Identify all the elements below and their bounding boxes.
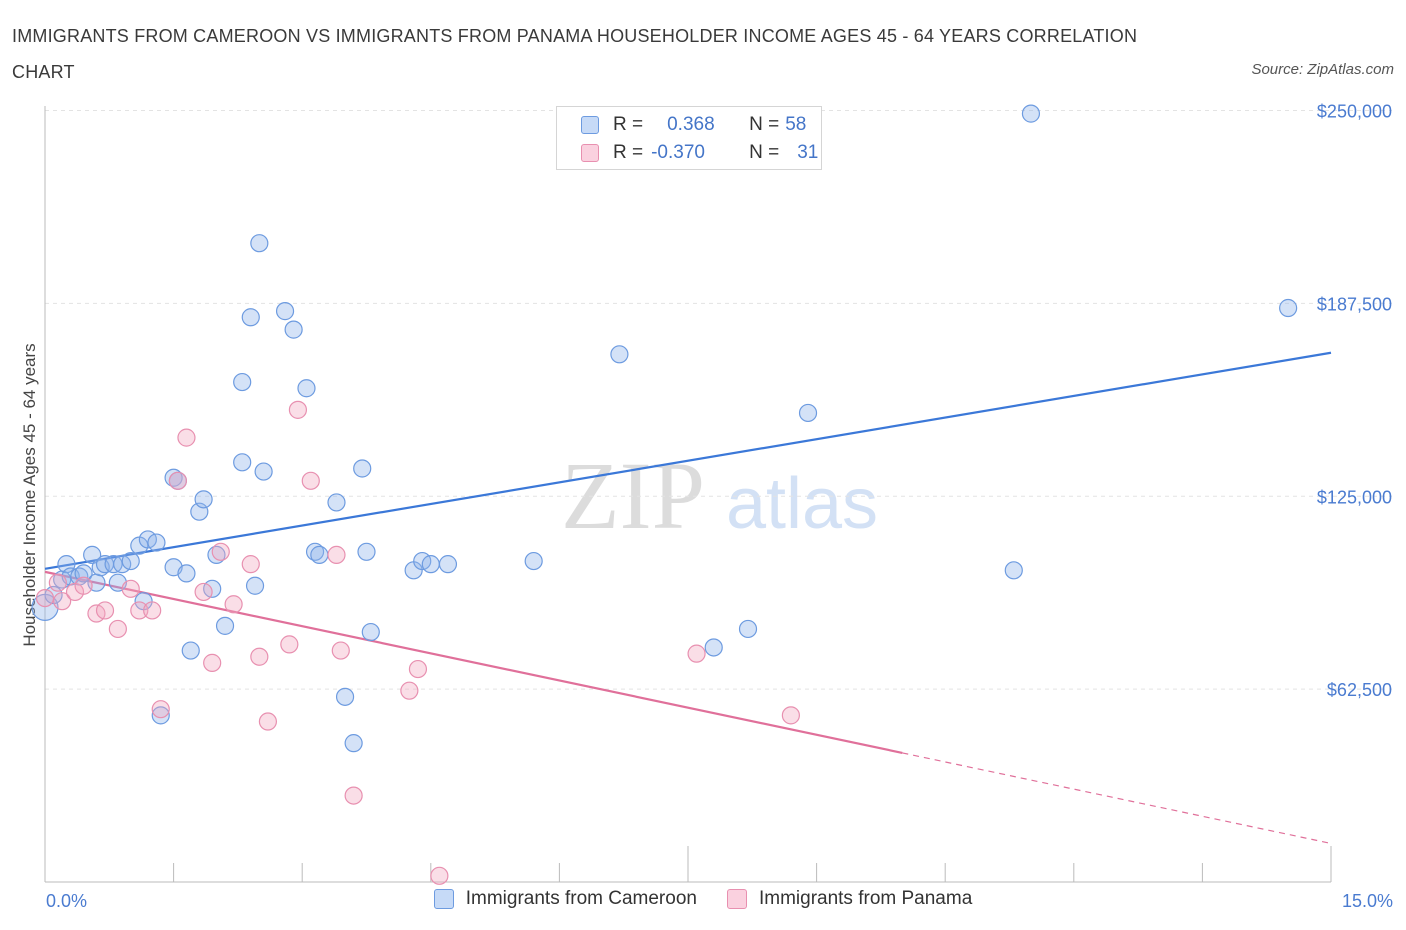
cameroon-point: [310, 545, 329, 564]
panama-point: [301, 471, 320, 490]
panama-point: [241, 555, 260, 574]
y-tick-label: $62,500: [1327, 680, 1392, 700]
cameroon-point: [704, 638, 723, 657]
stats-row-panama: R = -0.370 N = 31: [581, 139, 818, 167]
cameroon-point: [421, 555, 440, 574]
panama-trend-line: [44, 570, 903, 754]
r-label: R =: [613, 114, 644, 135]
n-label: N =: [749, 142, 780, 163]
cameroon-point: [233, 372, 252, 392]
legend-label-panama: Immigrants from Panama: [758, 888, 973, 909]
r-label: R =: [613, 142, 644, 163]
panama-legend-swatch: [726, 889, 747, 909]
watermark-atlas: atlas: [726, 464, 878, 544]
cameroon-point: [275, 302, 295, 321]
n-value: 31: [797, 142, 819, 163]
n-value: 58: [785, 114, 807, 135]
cameroon-point: [524, 551, 543, 571]
r-value: 0.368: [667, 114, 715, 135]
panama-point: [258, 712, 278, 731]
cameroon-point: [335, 687, 355, 706]
stats-box: R = 0.368 N = 58 R = -0.370 N = 31: [556, 106, 822, 170]
cameroon-point: [1004, 561, 1023, 580]
panama-point: [35, 588, 55, 608]
y-tick-label: $250,000: [1317, 102, 1392, 122]
panama-point: [344, 786, 363, 805]
panama-point: [108, 619, 127, 639]
cameroon-point: [254, 462, 273, 481]
panama-point: [250, 647, 269, 666]
cameroon-point: [177, 564, 196, 583]
cameroon-point: [610, 345, 629, 364]
panama-point: [288, 400, 308, 419]
cameroon-point: [353, 459, 372, 478]
cameroon-trend-line: [44, 351, 1332, 570]
cameroon-point: [361, 622, 380, 642]
cameroon-point: [344, 734, 363, 753]
n-label: N =: [749, 114, 780, 135]
panama-point: [203, 653, 222, 672]
x-tick-label-max: 15.0%: [1341, 891, 1393, 911]
panama-point: [400, 681, 419, 700]
cameroon-point: [121, 551, 140, 571]
panama-point: [781, 706, 800, 725]
legend-item-cameroon[interactable]: Immigrants from Cameroon: [433, 888, 697, 910]
cameroon-point: [245, 576, 265, 595]
y-tick-label: $125,000: [1317, 487, 1392, 507]
panama-point: [280, 635, 299, 654]
cameroon-point: [357, 542, 376, 561]
panama-point: [151, 700, 170, 719]
chart-source: Source: ZipAtlas.com: [1251, 61, 1394, 78]
cameroon-point: [738, 619, 758, 639]
cameroon-point: [297, 379, 316, 398]
panama-point: [194, 582, 213, 602]
cameroon-point: [250, 234, 269, 253]
cameroon-point: [215, 616, 235, 635]
panama-swatch: [581, 144, 599, 162]
panama-point: [430, 866, 449, 885]
cameroon-point: [327, 493, 346, 512]
cameroon-point: [798, 403, 818, 423]
cameroon-swatch: [581, 116, 599, 134]
cameroon-point: [194, 490, 213, 509]
panama-point: [211, 542, 230, 561]
panama-point: [121, 579, 140, 598]
panama-point: [327, 545, 346, 564]
cameroon-point: [181, 641, 200, 660]
panama-point: [331, 641, 350, 660]
x-tick-label-min: 0.0%: [46, 891, 88, 911]
cameroon-point: [1021, 104, 1041, 123]
panama-point: [130, 601, 149, 620]
cameroon-point: [151, 706, 170, 725]
legend-label-cameroon: Immigrants from Cameroon: [465, 888, 697, 909]
legend: Immigrants from Cameroon Immigrants from…: [0, 888, 1406, 910]
watermark-zip: ZIP: [561, 442, 705, 549]
cameroon-point: [1279, 298, 1298, 318]
stats-row-cameroon: R = 0.368 N = 58: [581, 111, 806, 139]
panama-point: [687, 644, 706, 663]
panama-point: [48, 573, 67, 592]
cameroon-point: [438, 555, 458, 574]
cameroon-point: [284, 320, 303, 339]
panama-point: [95, 601, 115, 620]
panama-point: [408, 659, 428, 679]
panama-point: [143, 601, 162, 620]
cameroon-point: [233, 453, 252, 472]
chart-title: IMMIGRANTS FROM CAMEROON VS IMMIGRANTS F…: [12, 26, 1138, 82]
panama-trend-line-extension: [902, 752, 1332, 845]
panama-point: [74, 576, 93, 595]
panama-point: [177, 428, 196, 447]
cameroon-point: [83, 545, 102, 564]
cameroon-point: [74, 564, 93, 583]
cameroon-legend-swatch: [433, 889, 454, 909]
r-value: -0.370: [651, 142, 705, 163]
legend-item-panama[interactable]: Immigrants from Panama: [726, 888, 973, 910]
cameroon-point: [241, 308, 260, 327]
panama-point: [53, 592, 72, 611]
panama-point: [168, 471, 187, 490]
y-tick-label: $187,500: [1317, 294, 1392, 314]
cameroon-point: [147, 533, 166, 552]
panama-point: [224, 595, 243, 614]
